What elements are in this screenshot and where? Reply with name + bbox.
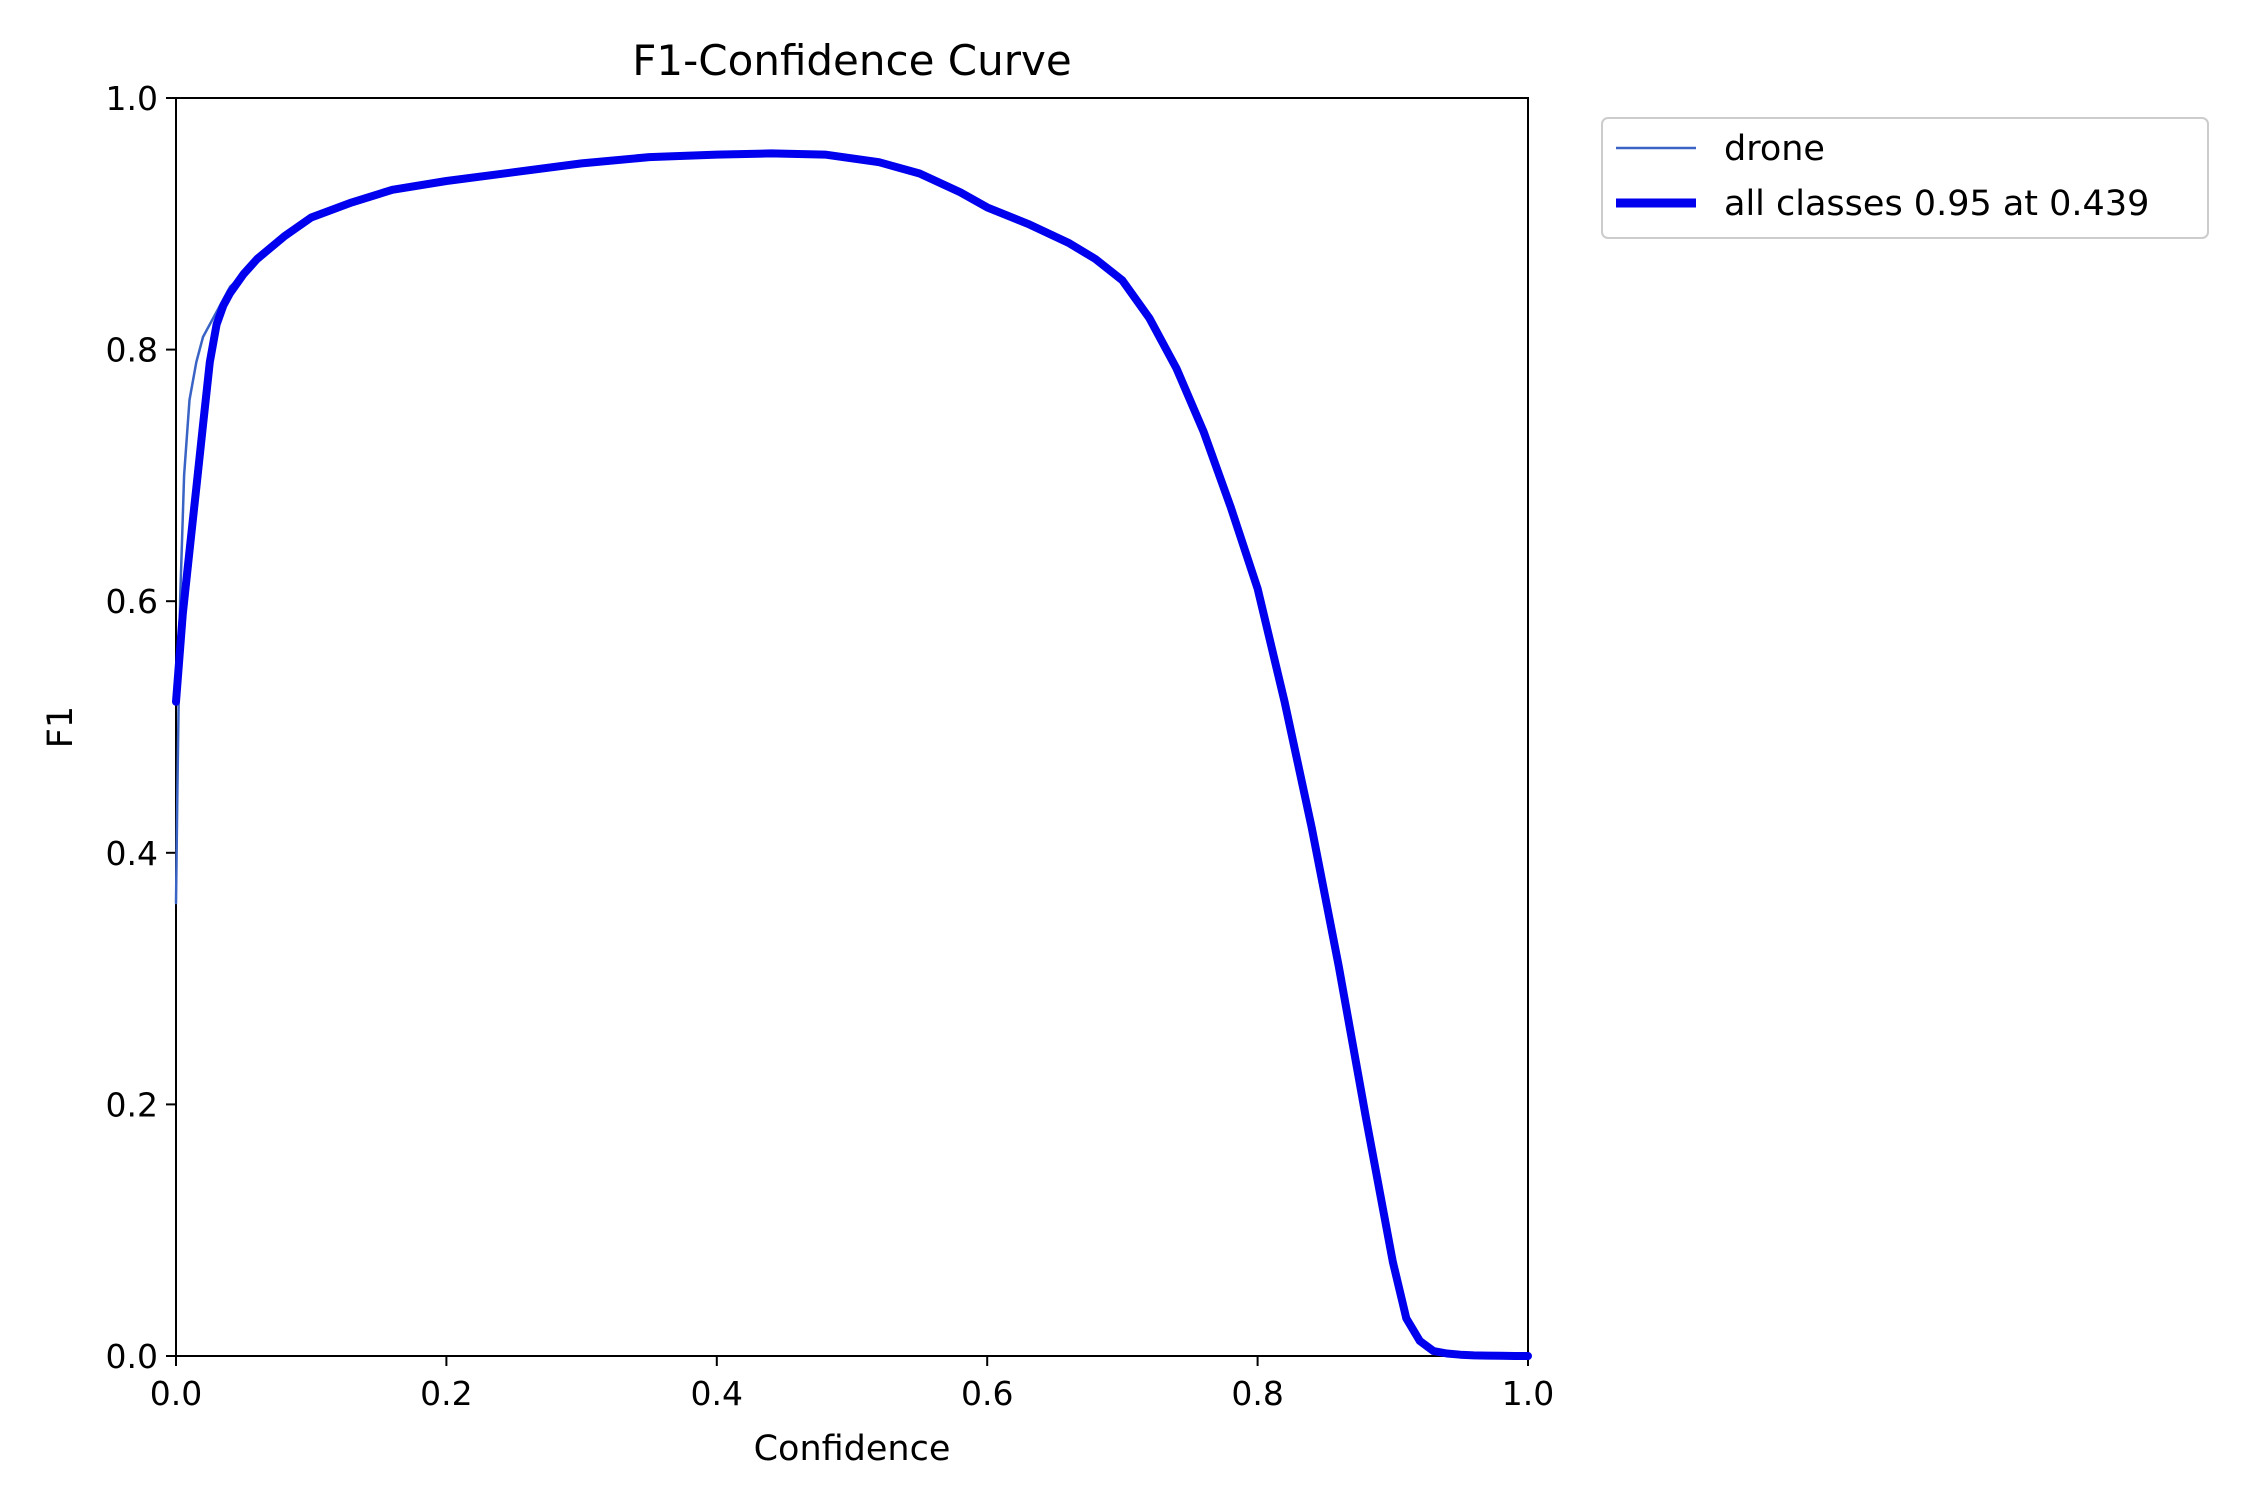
x-axis-ticks: 0.0 0.2 0.4 0.6 0.8 1.0 [150,1356,1554,1413]
x-tick-label: 0.0 [150,1374,202,1413]
legend-label-drone: drone [1724,129,1825,169]
y-axis-ticks: 0.0 0.2 0.4 0.6 0.8 1.0 [106,79,176,1376]
legend-label-all-classes: all classes 0.95 at 0.439 [1724,184,2149,224]
plot-frame [175,97,1529,1357]
y-tick-label: 1.0 [106,79,158,118]
y-tick-label: 0.0 [106,1337,158,1376]
x-tick-label: 0.2 [420,1374,472,1413]
y-axis-label: F1 [41,706,81,748]
y-tick-label: 0.6 [106,582,158,621]
x-axis-label: Confidence [754,1429,951,1469]
legend-box [1601,117,2209,239]
plot-area [175,97,1529,1357]
x-tick-label: 0.4 [691,1374,743,1413]
x-tick-label: 0.8 [1231,1374,1283,1413]
y-tick-label: 0.8 [106,331,158,370]
chart-title: F1-Confidence Curve [632,36,1071,85]
y-tick-label: 0.2 [106,1085,158,1124]
x-tick-label: 0.6 [961,1374,1013,1413]
series-layer [172,149,1532,1360]
series-line-all-classes [172,149,1532,1360]
y-tick-label: 0.4 [106,834,158,873]
x-tick-label: 1.0 [1502,1374,1554,1413]
legend: drone all classes 0.95 at 0.439 [1601,117,2209,239]
